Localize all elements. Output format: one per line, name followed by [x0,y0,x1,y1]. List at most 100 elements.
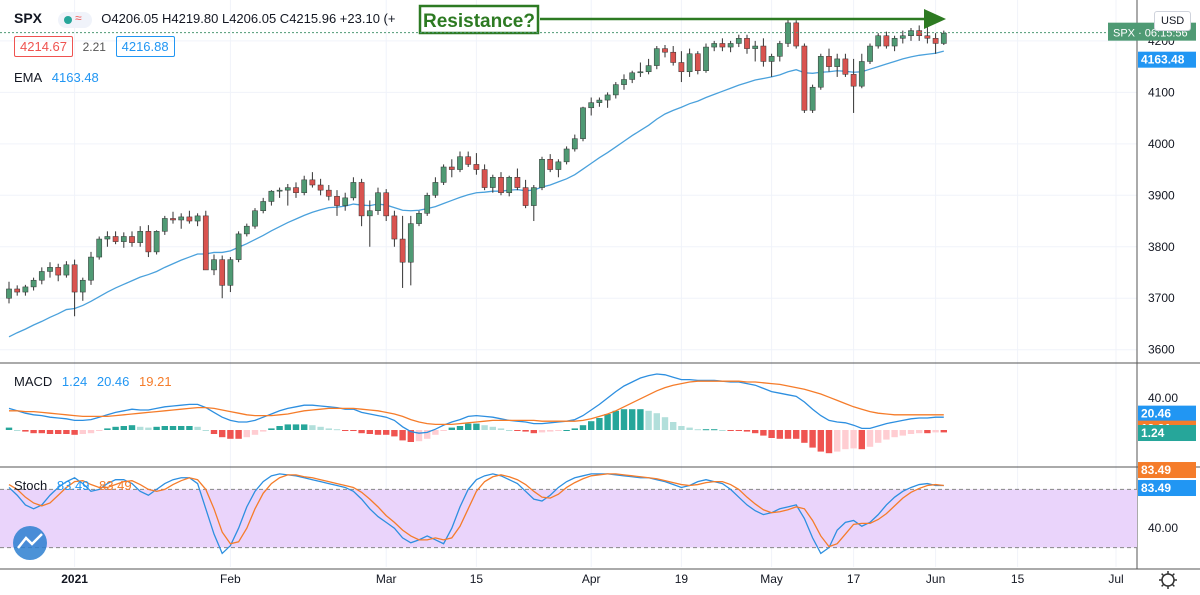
candle[interactable] [686,53,693,73]
candle[interactable] [137,231,144,243]
candle[interactable] [645,65,652,73]
candle[interactable] [670,51,677,63]
candle[interactable] [391,215,398,240]
candle[interactable] [571,138,578,150]
settings-gear-icon[interactable] [1161,573,1175,587]
candle[interactable] [71,264,78,293]
candle[interactable] [817,56,824,88]
candle[interactable] [760,45,767,62]
candle[interactable] [752,45,759,49]
candle[interactable] [317,184,324,191]
candle[interactable] [719,43,726,48]
candle[interactable] [727,43,734,48]
candle[interactable] [366,210,373,217]
candle[interactable] [580,107,586,139]
candle[interactable] [563,148,570,163]
candle[interactable] [47,267,53,272]
candle[interactable] [547,159,554,170]
candle[interactable] [276,189,283,192]
candle[interactable] [96,238,103,258]
macd-label[interactable]: MACD [14,374,53,389]
stoch-label[interactable]: Stoch [14,478,48,493]
candle[interactable] [506,177,513,193]
candle[interactable] [202,215,209,271]
candle[interactable] [768,56,775,62]
candle[interactable] [481,169,488,188]
candle[interactable] [284,187,291,191]
candle[interactable] [858,61,865,87]
candle[interactable] [6,288,12,299]
candle[interactable] [120,236,127,242]
candle[interactable] [809,86,816,111]
candle[interactable] [596,99,603,103]
candle[interactable] [211,259,217,271]
candle[interactable] [260,201,267,211]
candle[interactable] [883,35,890,47]
candle[interactable] [530,187,537,206]
candle[interactable] [498,177,504,193]
candle[interactable] [243,225,250,235]
candle[interactable] [350,182,357,199]
symbol-label[interactable]: SPX [14,10,43,26]
candle[interactable] [30,279,37,288]
candle[interactable] [489,177,496,188]
candle[interactable] [867,45,873,62]
candle[interactable] [293,187,299,193]
candle[interactable] [88,256,94,281]
candle[interactable] [826,56,832,67]
candle[interactable] [473,164,480,170]
candle[interactable] [325,189,332,197]
candle[interactable] [104,236,111,240]
candle[interactable] [514,177,521,188]
ask-button[interactable]: 4216.88 [115,36,175,57]
candle[interactable] [621,79,627,85]
candle[interactable] [776,43,783,57]
visibility-toggle[interactable]: ≈ [57,11,92,28]
candle[interactable] [735,38,742,44]
candle[interactable] [334,196,340,206]
candle[interactable] [440,166,447,183]
candle[interactable] [79,279,86,293]
candle[interactable] [604,94,611,101]
candle[interactable] [38,271,45,281]
candle[interactable] [703,46,709,71]
candle[interactable] [555,161,562,170]
candle[interactable] [63,264,70,276]
candle[interactable] [375,192,381,211]
candle[interactable] [465,156,472,165]
candle[interactable] [407,223,414,263]
candle[interactable] [161,218,168,232]
candle[interactable] [588,102,595,109]
candle[interactable] [522,187,529,206]
candle[interactable] [850,74,857,87]
candle[interactable] [194,215,201,222]
candle[interactable] [145,231,152,253]
candle[interactable] [612,84,619,96]
candle[interactable] [399,238,406,263]
candle[interactable] [793,22,800,47]
candle[interactable] [653,48,660,66]
candle[interactable] [309,179,316,186]
candle[interactable] [170,218,176,221]
candle[interactable] [539,159,545,188]
candle[interactable] [342,197,349,206]
candle[interactable] [842,58,849,75]
candle[interactable] [629,72,636,80]
candle[interactable] [22,286,29,293]
candle[interactable] [694,53,701,71]
candle[interactable] [932,38,939,44]
candle[interactable] [268,190,275,202]
candle[interactable] [662,48,668,53]
candle[interactable] [834,58,841,67]
candle[interactable] [358,182,365,217]
candle[interactable] [891,38,898,47]
candle[interactable] [235,233,242,260]
ema-label[interactable]: EMA [14,70,43,85]
candle[interactable] [252,210,258,227]
candle[interactable] [711,43,718,48]
candle[interactable] [227,259,234,286]
candle[interactable] [424,195,431,214]
candle[interactable] [383,192,390,217]
candle[interactable] [744,38,750,49]
currency-button[interactable]: USD [1154,11,1192,31]
